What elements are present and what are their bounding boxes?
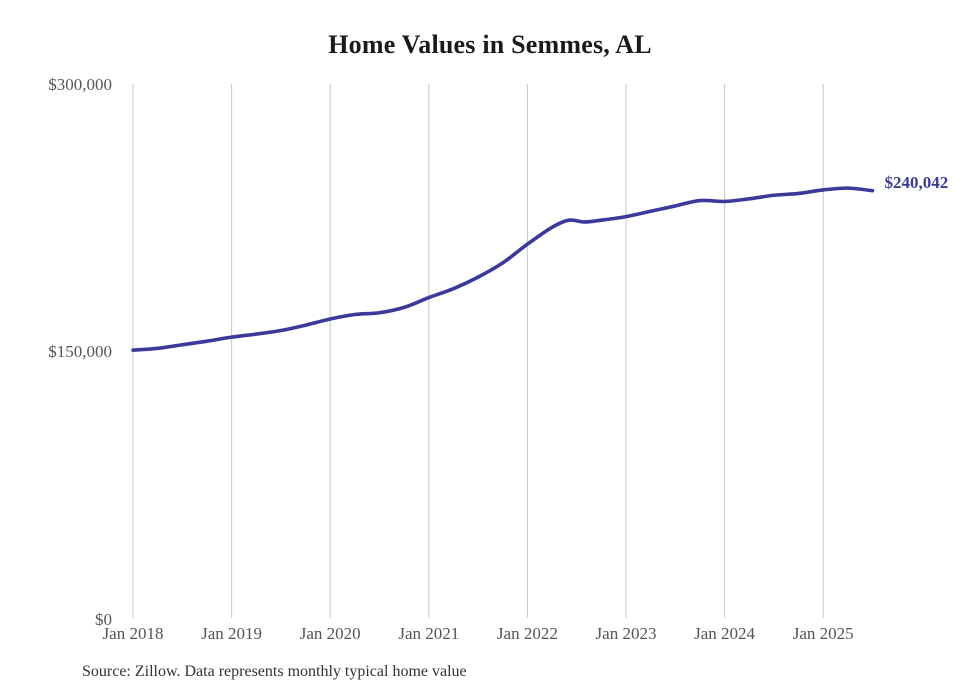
x-axis-labels: Jan 2018 Jan 2019 Jan 2020 Jan 2021 Jan 2022… xyxy=(0,624,980,650)
y-tick-label-0: $0 xyxy=(95,610,112,629)
chart-title: Home Values in Semmes, AL xyxy=(328,30,652,59)
x-tick-label-2019: Jan 2019 xyxy=(201,624,263,643)
y-tick-label-150000: $150,000 xyxy=(48,342,112,361)
chart-footnote: Source: Zillow. Data represents monthly … xyxy=(82,663,467,680)
gridlines-group xyxy=(132,84,824,618)
x-tick-label-2020: Jan 2020 xyxy=(299,624,361,643)
y-tick-label-300000: $300,000 xyxy=(48,75,112,94)
y-axis-labels: $300,000 $150,000 $0 xyxy=(0,0,112,699)
end-value-label: $240,042 xyxy=(884,172,949,192)
x-tick-label-2021: Jan 2021 xyxy=(398,624,460,643)
x-tick-label-2018: Jan 2018 xyxy=(102,624,164,643)
x-tick-label-2022: Jan 2022 xyxy=(496,624,558,643)
x-tick-label-2023: Jan 2023 xyxy=(595,624,657,643)
x-tick-label-2024: Jan 2024 xyxy=(694,624,756,643)
series-line-typical-home-value xyxy=(131,186,875,352)
x-tick-label-2025: Jan 2025 xyxy=(792,624,854,643)
